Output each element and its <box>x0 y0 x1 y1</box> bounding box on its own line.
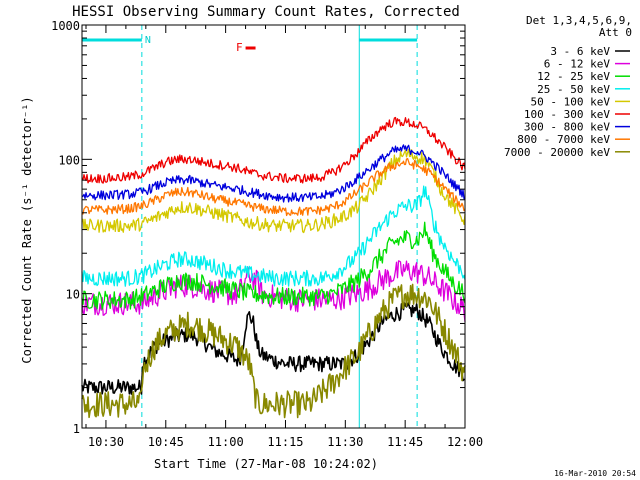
data-series <box>81 116 466 419</box>
legend-entry-label: 50 - 100 keV <box>531 95 611 108</box>
x-axis-label: Start Time (27-Mar-08 10:24:02) <box>154 457 378 471</box>
x-tick-label: 10:45 <box>148 435 184 449</box>
series-line <box>81 283 466 419</box>
chart-title: HESSI Observing Summary Count Rates, Cor… <box>72 4 460 20</box>
series-line <box>81 185 466 287</box>
legend-entry-label: 300 - 800 keV <box>524 121 610 134</box>
series-line <box>81 148 466 234</box>
y-tick-label: 1000 <box>51 19 80 33</box>
legend-header: Att 0 <box>599 26 632 39</box>
legend-entry-label: 7000 - 20000 keV <box>504 146 610 159</box>
legend-entry-label: 800 - 7000 keV <box>517 133 610 146</box>
y-tick-label: 1 <box>73 422 80 436</box>
legend-entry-label: 12 - 25 keV <box>537 70 610 83</box>
series-line <box>81 221 466 310</box>
y-axis: 1 10 100 1000 <box>51 19 465 436</box>
x-tick-label: 10:30 <box>88 435 124 449</box>
series-line <box>81 116 466 184</box>
series-line <box>81 157 466 217</box>
series-line <box>81 301 466 395</box>
series-line <box>81 144 466 203</box>
y-tick-label: 100 <box>58 153 80 167</box>
plot-timestamp: 16-Mar-2010 20:54 <box>554 469 636 478</box>
night-bar-label: N <box>145 35 151 46</box>
x-tick-label: 11:00 <box>208 435 244 449</box>
legend-entry-label: 3 - 6 keV <box>550 45 610 58</box>
x-tick-label: 11:45 <box>387 435 423 449</box>
series-line <box>81 260 466 322</box>
x-tick-label: 11:15 <box>267 435 303 449</box>
legend-entry-label: 6 - 12 keV <box>544 58 611 71</box>
legend-entry-label: 100 - 300 keV <box>524 108 610 121</box>
x-tick-label: 12:00 <box>447 435 483 449</box>
legend-header: Det 1,3,4,5,6,9, <box>526 14 632 27</box>
y-axis-label: Corrected Count Rate (s⁻¹ detector⁻¹) <box>20 96 34 363</box>
legend-entry-label: 25 - 50 keV <box>537 83 610 96</box>
x-tick-label: 11:30 <box>327 435 363 449</box>
flare-flag-label: F <box>236 41 243 54</box>
plot-frame <box>81 24 466 429</box>
y-tick-label: 10 <box>66 288 80 302</box>
x-axis: 10:30 10:45 11:00 11:15 11:30 11:45 12:00 <box>85 25 483 449</box>
